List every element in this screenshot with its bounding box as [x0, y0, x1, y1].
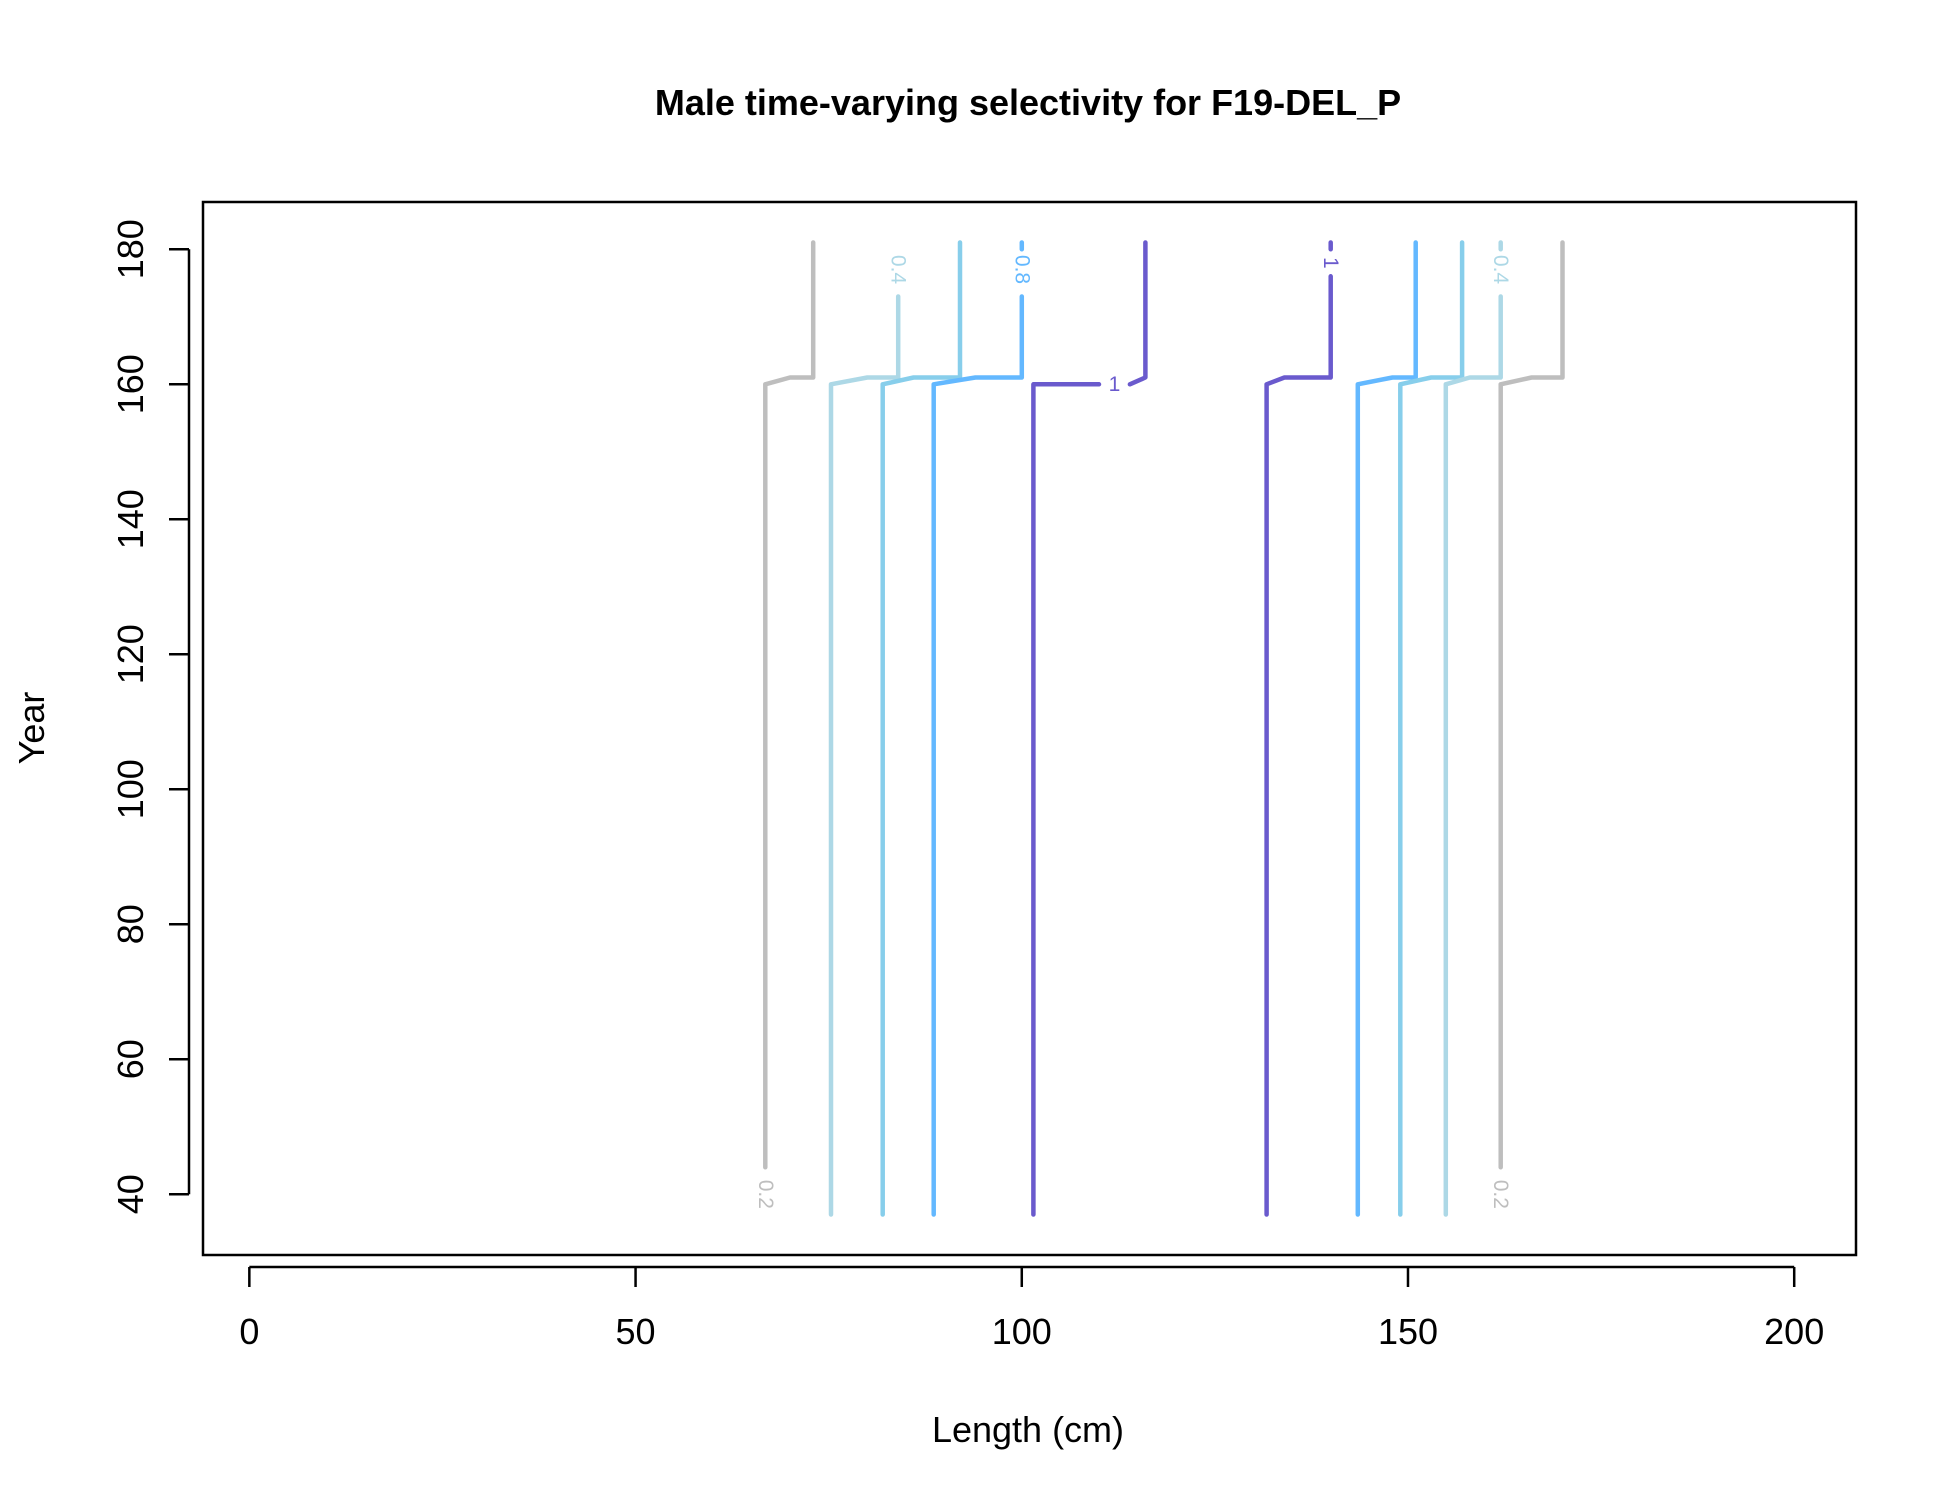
- x-tick-label: 0: [239, 1311, 259, 1352]
- contour-line: [1031, 382, 1102, 1217]
- contour-lines: [763, 240, 1565, 1217]
- y-tick-label: 140: [110, 489, 151, 549]
- contour-labels: 0.2 0.4 0.8 1 1 0.4 0.2: [754, 255, 1512, 1209]
- y-axis: 40 60 80 100 120 140 160 180: [110, 219, 191, 1214]
- y-tick-label: 160: [110, 354, 151, 414]
- contour-line: [1398, 240, 1465, 1217]
- contour-line: [1498, 240, 1565, 1170]
- x-tick-label: 50: [616, 1311, 656, 1352]
- x-tick-label: 100: [992, 1311, 1052, 1352]
- chart-title: Male time-varying selectivity for F19-DE…: [655, 82, 1401, 123]
- contour-label: 1: [1319, 257, 1342, 269]
- contour-label: 1: [1109, 373, 1121, 396]
- contour-line: [763, 240, 816, 1170]
- y-tick-label: 40: [110, 1174, 151, 1214]
- y-tick-label: 100: [110, 759, 151, 819]
- contour-label: 0.8: [1010, 255, 1033, 284]
- y-axis-title: Year: [11, 692, 52, 765]
- contour-label: 0.2: [1489, 1180, 1512, 1209]
- contour-line: [1355, 240, 1418, 1217]
- y-tick-label: 180: [110, 219, 151, 279]
- y-tick-label: 80: [110, 904, 151, 944]
- contour-label: 0.2: [754, 1180, 777, 1209]
- x-tick-label: 200: [1764, 1311, 1824, 1352]
- x-tick-label: 150: [1378, 1311, 1438, 1352]
- x-axis-title: Length (cm): [932, 1409, 1124, 1450]
- contour-label: 0.4: [1489, 255, 1512, 285]
- contour-line: [828, 375, 901, 1217]
- plot-frame: [201, 200, 1858, 1257]
- contour-line: [1443, 294, 1503, 1217]
- y-tick-label: 120: [110, 624, 151, 684]
- x-axis: 0 50 100 150 200: [239, 1265, 1824, 1352]
- contour-line: [1264, 274, 1333, 1217]
- contour-label: 0.4: [887, 255, 910, 285]
- y-tick-label: 60: [110, 1039, 151, 1079]
- contour-line: [931, 294, 1025, 1217]
- contour-line: [1127, 240, 1148, 387]
- contour-line: [880, 240, 963, 1217]
